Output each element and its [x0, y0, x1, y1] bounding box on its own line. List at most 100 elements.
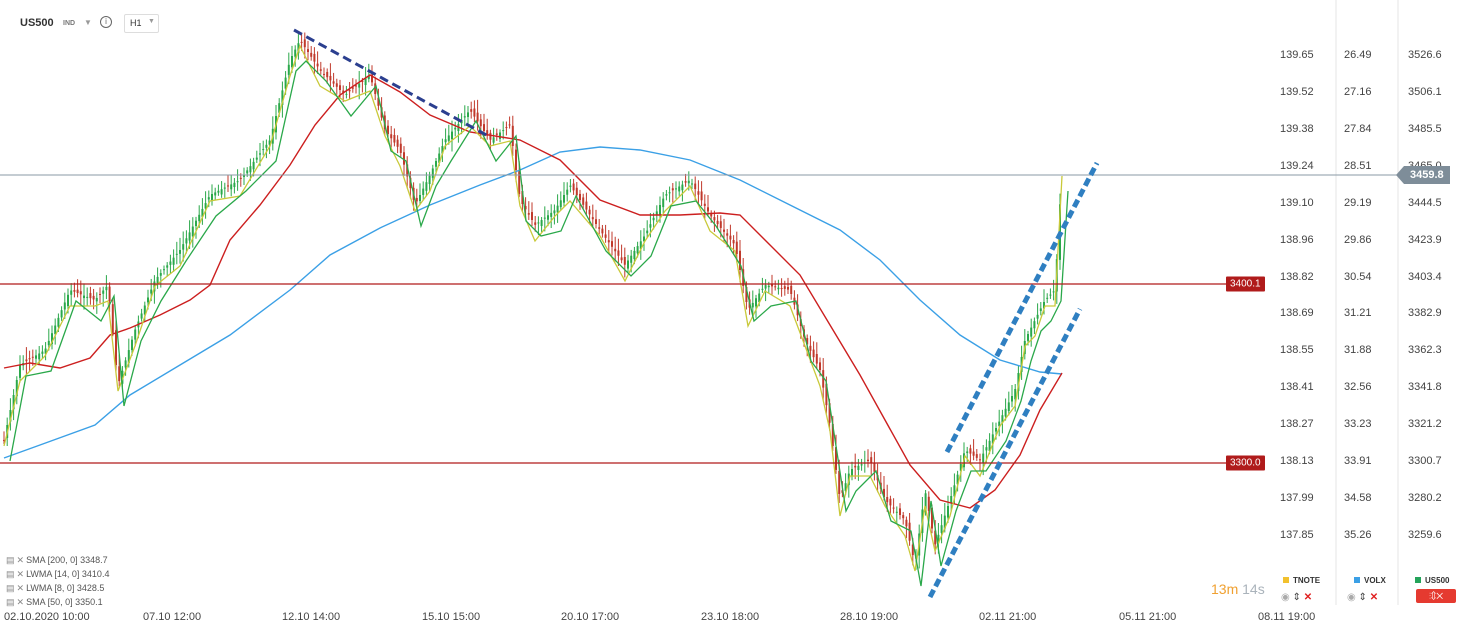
candle-body — [249, 166, 252, 173]
symbol-type: IND — [63, 20, 76, 27]
candle-body — [537, 222, 540, 224]
y-tick-volx: 27.16 — [1344, 85, 1372, 98]
candle-body — [131, 339, 133, 351]
candle-body — [713, 217, 716, 221]
candle-body — [313, 53, 316, 62]
candle-body — [966, 451, 969, 454]
candle-body — [710, 213, 713, 217]
candle-body — [1027, 334, 1029, 341]
tab-tnote[interactable]: TNOTE — [1283, 576, 1320, 585]
candle-body — [236, 181, 239, 183]
indicator-legend-sma50[interactable]: ▤ ✕ SMA [50, 0] 3350.1 — [6, 597, 103, 608]
drawing-tools[interactable] — [0, 28, 1398, 599]
y-tick-us500: 3526.6 — [1408, 49, 1442, 61]
candle-body — [531, 212, 533, 220]
settings-icon[interactable]: ▤ — [6, 597, 15, 607]
indicator-legend-lwma8[interactable]: ▤ ✕ LWMA [8, 0] 3428.5 — [6, 583, 104, 594]
candle-body — [387, 125, 389, 134]
eye-icon[interactable]: ◉ — [1281, 592, 1290, 603]
candle-body — [268, 140, 271, 145]
candle-body — [505, 127, 508, 129]
tab-us500[interactable]: US500 — [1415, 576, 1449, 585]
sort-icon[interactable]: ⇕ — [1358, 592, 1367, 603]
candle-body — [988, 440, 991, 452]
candle-body — [163, 269, 165, 271]
candle-body — [502, 130, 505, 132]
candle-body — [511, 125, 514, 146]
candle-body — [211, 194, 213, 202]
candle-body — [556, 205, 559, 213]
candle-body — [780, 288, 783, 290]
candle-body — [819, 362, 821, 370]
candle-body — [518, 171, 521, 194]
candle-body — [294, 49, 297, 57]
y-tick-volx: 26.49 — [1344, 49, 1372, 61]
volx-controls: ◉ ⇕ ✕ — [1347, 592, 1378, 603]
timeframe-select[interactable]: H1 ▼ — [124, 14, 159, 33]
x-tick: 28.10 19:00 — [840, 611, 899, 623]
tab-volx[interactable]: VOLX — [1354, 576, 1386, 585]
settings-icon[interactable]: ▤ — [6, 583, 15, 593]
x-tick: 07.10 12:00 — [143, 611, 202, 623]
candle-body — [767, 285, 770, 288]
symbol-label[interactable]: US500 — [20, 17, 54, 29]
candle-body — [172, 257, 175, 265]
candle-body — [246, 170, 249, 174]
candle-body — [44, 348, 47, 354]
indicator-legend-lwma14[interactable]: ▤ ✕ LWMA [14, 0] 3410.4 — [6, 569, 109, 580]
candle-body — [374, 83, 377, 95]
candle-body — [745, 286, 748, 302]
candle-body — [201, 208, 204, 217]
indicator-legend-sma200[interactable]: ▤ ✕ SMA [200, 0] 3348.7 — [6, 555, 108, 566]
y-tick-tnote: 139.52 — [1280, 85, 1314, 98]
candle-body — [99, 293, 101, 295]
candle-body — [140, 313, 143, 319]
candle-body — [598, 227, 601, 229]
candle-body — [831, 424, 834, 446]
candle-body — [764, 285, 767, 289]
settings-icon[interactable]: ▤ — [6, 569, 15, 579]
close-icon[interactable]: ✕ — [16, 555, 25, 565]
candle-body — [985, 447, 988, 451]
candles — [3, 32, 1061, 570]
candle-body — [953, 485, 956, 497]
trendline-descending — [293, 28, 491, 139]
y-tick-us500: 3259.6 — [1408, 529, 1442, 541]
close-icon[interactable]: ✕ — [1303, 592, 1313, 603]
candle-body — [150, 289, 153, 294]
y-tick-us500: 3423.9 — [1408, 233, 1442, 246]
close-icon[interactable]: ✕ — [16, 569, 25, 579]
candle-body — [1004, 408, 1007, 417]
close-icon[interactable]: ✕ — [1369, 592, 1379, 603]
candle-body — [927, 496, 930, 511]
close-icon[interactable]: ✕ — [16, 597, 25, 607]
candle-body — [28, 358, 31, 360]
x-tick: 05.11 21:00 — [1119, 611, 1177, 623]
candle-body — [41, 351, 44, 354]
sort-icon[interactable]: ⇕ — [1292, 592, 1301, 603]
info-icon[interactable]: i — [100, 16, 112, 28]
y-tick-us500: 3280.2 — [1408, 492, 1442, 505]
y-tick-tnote: 138.69 — [1280, 307, 1314, 320]
candle-body — [956, 474, 959, 485]
candle-body — [377, 97, 380, 106]
chevron-down-icon[interactable]: ▼ — [84, 18, 92, 27]
eye-icon[interactable]: ◉ — [1347, 592, 1356, 603]
candle-body — [57, 317, 60, 327]
settings-icon[interactable]: ▤ — [6, 555, 15, 565]
level-badge-lower[interactable]: 3300.0 — [1226, 455, 1265, 471]
candle-body — [633, 250, 636, 260]
level-badge-upper[interactable]: 3400.1 — [1226, 276, 1265, 292]
candle-body — [460, 120, 463, 124]
candle-body — [905, 519, 908, 527]
us500-controls-button[interactable]: ⫶⇕✕ — [1416, 589, 1456, 603]
candle-body — [895, 511, 898, 513]
candle-body — [35, 355, 37, 359]
candle-body — [540, 220, 543, 227]
channel-line-upper — [944, 161, 1100, 454]
candle-body — [143, 305, 146, 315]
close-icon[interactable]: ✕ — [16, 583, 25, 593]
tab-label: US500 — [1425, 576, 1450, 585]
